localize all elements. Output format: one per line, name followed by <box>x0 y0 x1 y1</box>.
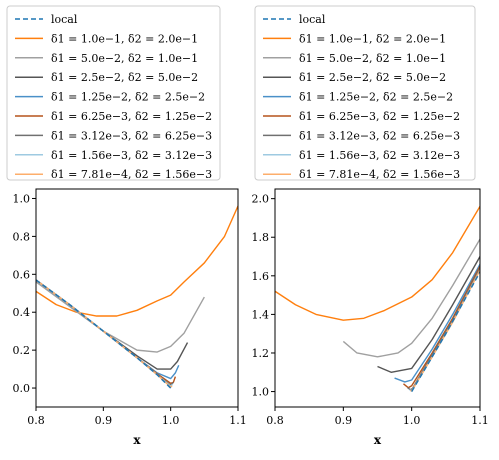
series-line-2 <box>36 281 205 353</box>
plot-frame <box>274 188 481 408</box>
y-tick-label: 1.4 <box>252 308 270 321</box>
series-line-1 <box>275 206 480 321</box>
series-line-4 <box>394 263 480 383</box>
x-tick-label: 1.0 <box>403 414 421 427</box>
y-tick-label: 1.0 <box>252 386 270 399</box>
x-tick-label: 1.1 <box>471 414 489 427</box>
legend-entry: local <box>299 13 326 26</box>
legend-entry: δ1 = 6.25e−3, δ2 = 1.25e−2 <box>299 110 460 123</box>
y-tick-label: 0.2 <box>13 344 31 357</box>
y-tick-label: 1.8 <box>252 231 270 244</box>
legend-entry: δ1 = 1.25e−2, δ2 = 2.5e−2 <box>51 91 205 104</box>
y-tick-label: 2.0 <box>252 193 270 206</box>
legend-entry: δ1 = 5.0e−2, δ2 = 1.0e−1 <box>51 52 198 65</box>
x-tick-label: 0.8 <box>27 414 45 427</box>
legend-entry: δ1 = 6.25e−3, δ2 = 1.25e−2 <box>51 110 212 123</box>
legend-entry: δ1 = 3.12e−3, δ2 = 6.25e−3 <box>51 129 212 142</box>
y-tick-label: 1.2 <box>252 347 270 360</box>
x-tick-label: 1.1 <box>229 414 247 427</box>
series-line-3 <box>377 256 480 373</box>
legend-entry: δ1 = 2.5e−2, δ2 = 5.0e−2 <box>299 71 446 84</box>
legend-entry: δ1 = 1.56e−3, δ2 = 3.12e−3 <box>51 149 212 162</box>
x-axis-label: x <box>374 433 382 447</box>
x-tick-label: 0.9 <box>335 414 353 427</box>
y-tick-label: 0.0 <box>13 382 31 395</box>
x-tick-label: 0.9 <box>95 414 113 427</box>
series-line-0 <box>36 279 172 389</box>
series-lines <box>36 205 238 389</box>
legend-entry: δ1 = 5.0e−2, δ2 = 1.0e−1 <box>299 52 446 65</box>
legend-entry: δ1 = 1.0e−1, δ2 = 2.0e−1 <box>51 32 198 45</box>
y-tick-label: 1.6 <box>252 270 270 283</box>
legend-entry: δ1 = 7.81e−4, δ2 = 1.56e−3 <box>299 168 460 181</box>
chart-panel-1: 0.8 0.9 1.0 1.1 0.0 0.2 0.4 0.6 0.8 1.0 x local δ1 =… <box>6 5 247 447</box>
y-tick-label: 0.6 <box>13 268 31 281</box>
series-line-1 <box>36 205 238 317</box>
legend-entry: δ1 = 1.56e−3, δ2 = 3.12e−3 <box>299 149 460 162</box>
legend-entry: δ1 = 7.81e−4, δ2 = 1.56e−3 <box>51 168 212 181</box>
series-line-0 <box>411 271 480 392</box>
x-axis-label: x <box>133 433 141 447</box>
legend-box <box>254 5 476 181</box>
chart-panel-2: 0.8 0.9 1.0 1.1 1.0 1.2 1.4 1.6 1.8 2.0 x local δ1 =… <box>252 5 489 447</box>
y-tick-label: 0.4 <box>13 306 31 319</box>
series-line-6 <box>407 267 480 391</box>
legend: local δ1 = 1.0e−1, δ2 = 2.0e−1 δ1 = 5.0e−2… <box>6 5 221 181</box>
x-tick-label: 0.8 <box>266 414 284 427</box>
x-tick-label: 1.0 <box>162 414 180 427</box>
y-tick-label: 1.0 <box>13 192 31 205</box>
series-line-5 <box>403 265 480 389</box>
legend-entry: δ1 = 2.5e−2, δ2 = 5.0e−2 <box>51 71 198 84</box>
legend: local δ1 = 1.0e−1, δ2 = 2.0e−1 δ1 = 5.0e−2… <box>254 5 476 181</box>
legend-entry: δ1 = 1.0e−1, δ2 = 2.0e−1 <box>299 32 446 45</box>
series-line-2 <box>342 238 480 358</box>
legend-entry: local <box>51 13 78 26</box>
legend-entry: δ1 = 1.25e−2, δ2 = 2.5e−2 <box>299 91 453 104</box>
series-line-3 <box>36 279 189 370</box>
legend-box <box>6 5 221 181</box>
series-lines <box>275 206 480 392</box>
y-tick-label: 0.8 <box>13 230 31 243</box>
legend-entry: δ1 = 3.12e−3, δ2 = 6.25e−3 <box>299 129 460 142</box>
plot-frame <box>35 188 239 408</box>
